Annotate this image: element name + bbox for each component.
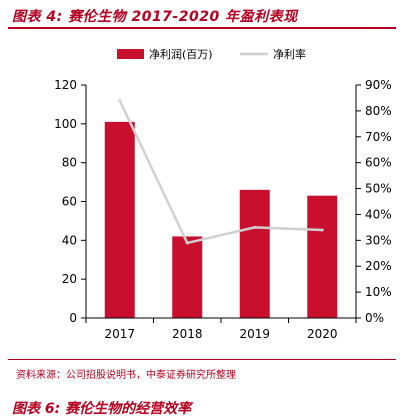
y-right-tick-label: 30% <box>365 233 392 247</box>
y-left-tick-label: 0 <box>69 311 77 325</box>
bar-2019 <box>239 189 270 318</box>
y-right-tick-label: 10% <box>365 285 392 299</box>
y-right-tick-label: 50% <box>365 182 392 196</box>
next-figure-title: 图表 6: 赛伦生物的经营效率 <box>12 401 192 417</box>
bar-2018 <box>172 236 203 318</box>
x-tick-label-2017: 2017 <box>104 327 135 341</box>
y-right-tick-label: 80% <box>365 104 392 118</box>
bar-2020 <box>307 195 338 318</box>
net-margin-point-2020 <box>320 228 324 232</box>
y-right-tick-label: 90% <box>365 78 392 92</box>
legend-line-label: 净利率 <box>273 47 306 61</box>
source-note: 资料来源：公司招股说明书，中泰证券研究所整理 <box>16 370 236 381</box>
net-margin-line <box>118 99 323 245</box>
x-tick-label-2020: 2020 <box>307 327 338 341</box>
y-right-tick-label: 60% <box>365 156 392 170</box>
title-rule <box>8 27 396 29</box>
y-left-tick-label: 60 <box>62 195 77 209</box>
y-left-tick-label: 20 <box>62 272 77 286</box>
legend-bar-swatch <box>117 49 144 59</box>
net-margin-point-2018 <box>185 241 189 245</box>
profit-chart: 0 20 40 60 80 100 120 0% 10% 20% 30% 40% 50% 60% 70% 80… <box>54 47 392 341</box>
y-left-tick-label: 40 <box>62 233 77 247</box>
net-margin-point-2017 <box>118 99 122 103</box>
figure-title: 图表 4: 赛伦生物 2017-2020 年盈利表现 <box>12 9 298 25</box>
y-left-tick-label: 100 <box>54 117 77 131</box>
y-right-tick-label: 0% <box>365 311 384 325</box>
y-right-tick-label: 20% <box>365 259 392 273</box>
source-rule <box>8 359 396 360</box>
y-right-tick-label: 40% <box>365 207 392 221</box>
y-left-tick-label: 120 <box>54 78 77 92</box>
legend-bar-label: 净利润(百万) <box>149 47 213 61</box>
bar-2017 <box>104 121 135 319</box>
net-margin-point-2019 <box>253 225 257 229</box>
x-tick-label-2018: 2018 <box>172 327 203 341</box>
y-right-tick-label: 70% <box>365 130 392 144</box>
x-tick-label-2019: 2019 <box>239 327 270 341</box>
y-left-tick-label: 80 <box>62 156 77 170</box>
